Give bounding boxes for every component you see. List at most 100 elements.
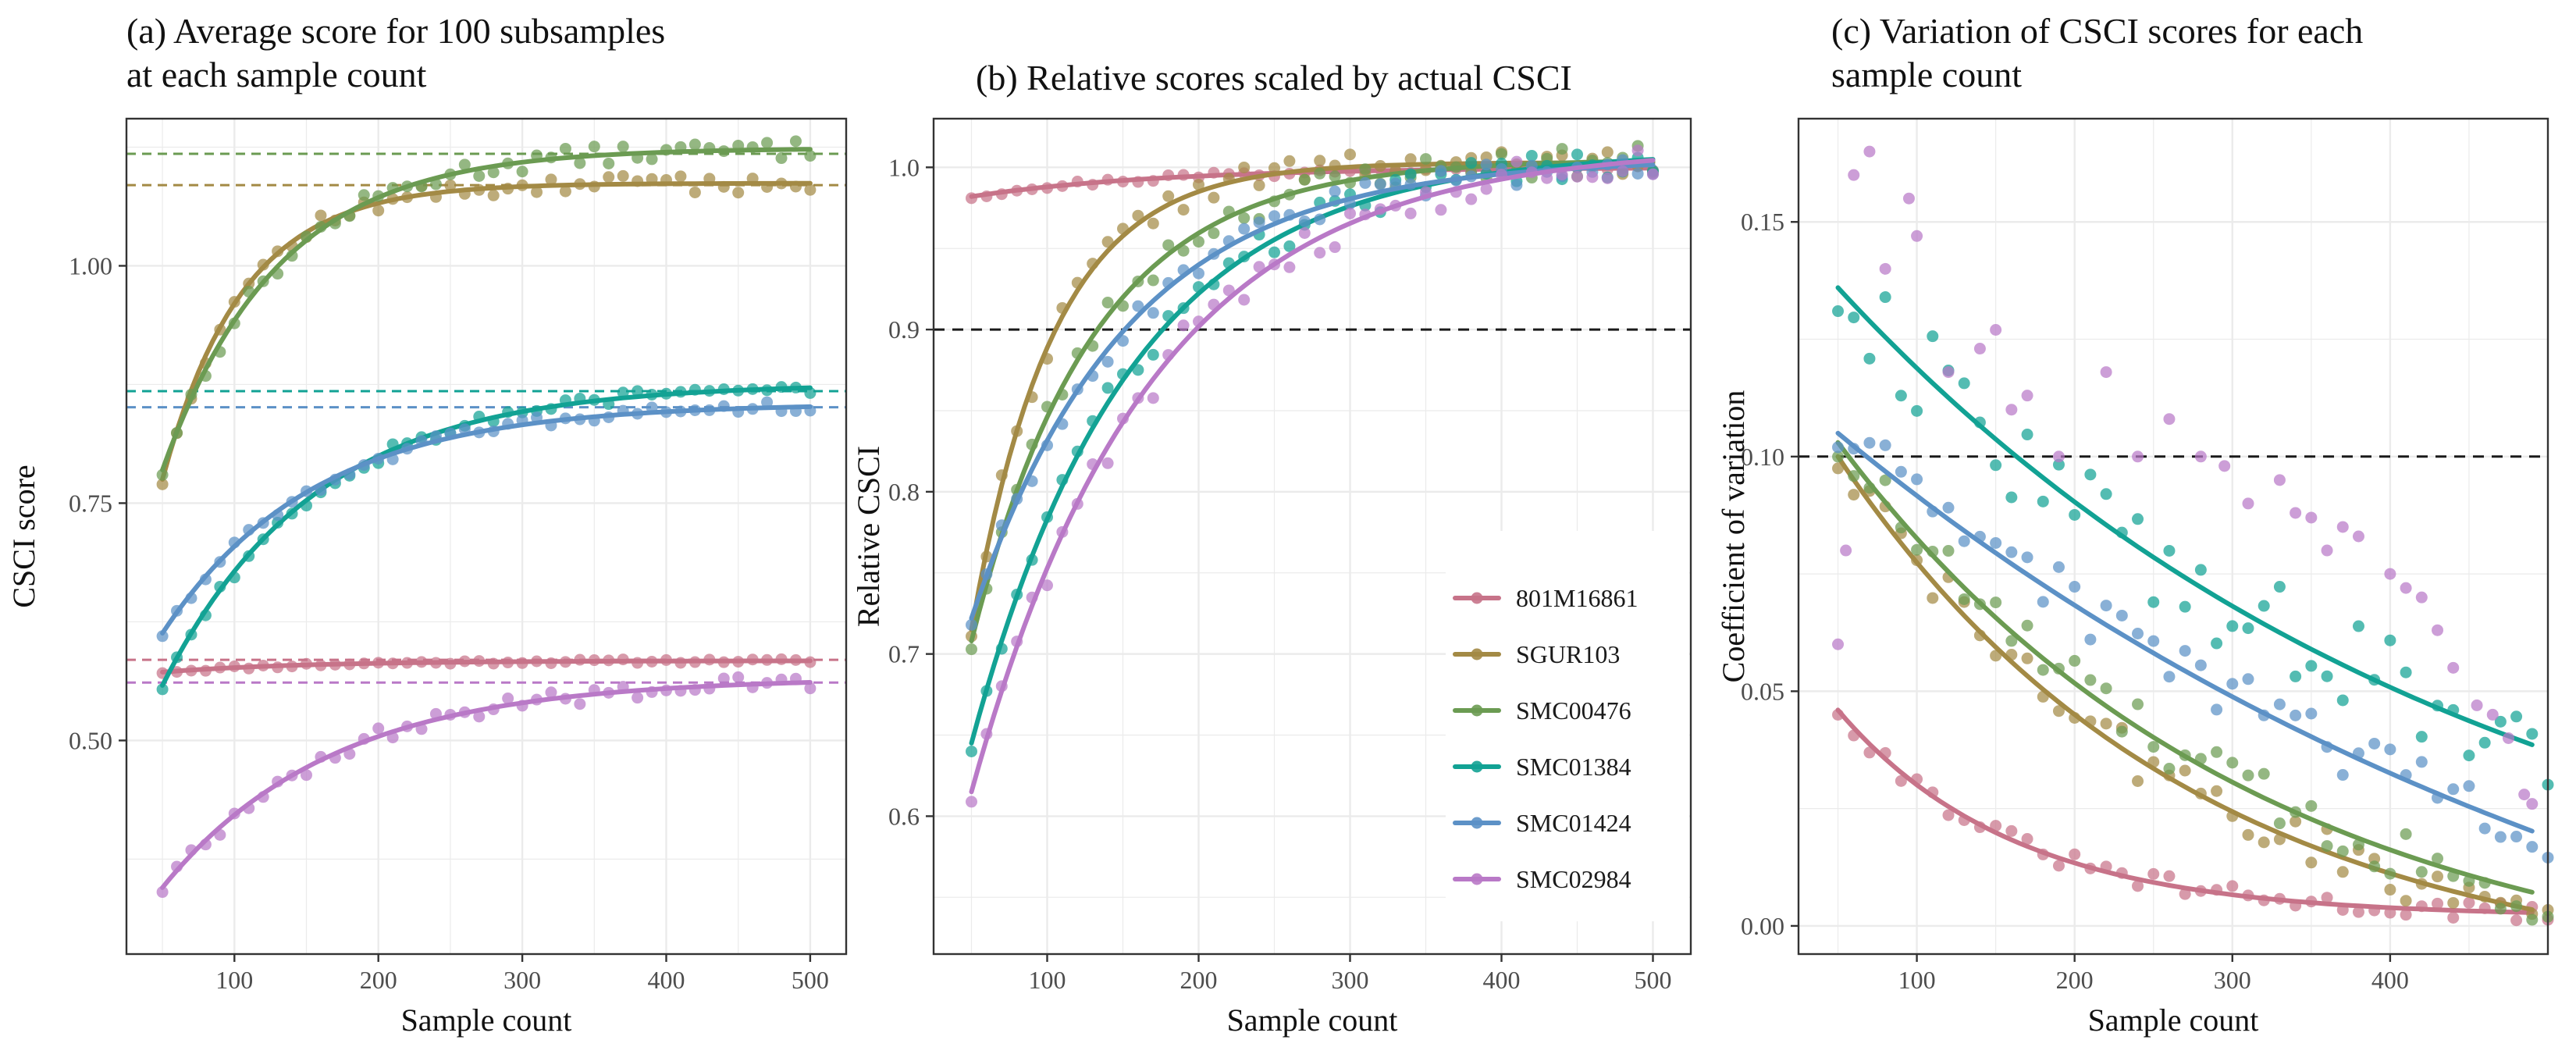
panel-a-point-sgur103 xyxy=(372,205,385,217)
panel-a-title-line2: at each sample count xyxy=(126,55,427,94)
panel-c-point-sgur103 xyxy=(2021,652,2033,664)
panel-c-point-smc02984 xyxy=(2502,732,2514,744)
panel-c-point-sgur103 xyxy=(2179,764,2191,777)
panel-c-point-smc00476 xyxy=(2336,845,2349,857)
panel-a-point-smc00476 xyxy=(487,166,500,179)
panel-c-point-smc01384 xyxy=(2163,544,2176,557)
panel-b-trend-line-smc01384 xyxy=(969,157,1656,746)
panel-b-y-axis-title: Relative CSCI xyxy=(851,446,886,627)
legend-label: SMC01424 xyxy=(1516,809,1631,837)
panel-b-point-smc02984 xyxy=(1283,261,1296,273)
panel-b-point-smc00476 xyxy=(1147,274,1159,287)
panel-c-point-smc01424 xyxy=(2273,698,2286,710)
panel-c-point-801m16861 xyxy=(2510,914,2523,927)
panel-c-point-smc01424 xyxy=(2384,743,2396,756)
panel-a-point-smc00476 xyxy=(617,141,629,153)
panel-c-point-smc01424 xyxy=(2147,635,2160,647)
panel-c-title-line2: sample count xyxy=(1831,55,2022,94)
panel-c-point-smc01424 xyxy=(1832,441,1845,454)
panel-c-point-smc02984 xyxy=(2518,789,2531,801)
panel-b-point-sgur103 xyxy=(1283,155,1296,167)
panel-b-trend-line-smc00476 xyxy=(969,158,1656,643)
panel-c-series-sgur103 xyxy=(1832,454,2554,920)
panel-a-series-smc00476 xyxy=(156,135,817,481)
panel-a-point-smc02984 xyxy=(632,692,644,704)
panel-c-point-smc01384 xyxy=(2147,596,2160,608)
panel-c-point-smc02984 xyxy=(2242,497,2254,510)
panel-a-point-smc00476 xyxy=(789,135,802,148)
panel-a-grid xyxy=(126,119,846,954)
panel-c-point-smc01384 xyxy=(2321,670,2333,682)
panel-c-point-sgur103 xyxy=(2132,774,2144,787)
panel-c-point-smc01424 xyxy=(1990,536,2002,549)
panel-c-point-smc01384 xyxy=(2384,634,2396,646)
panel-c-point-smc00476 xyxy=(2163,763,2176,775)
panel-c-point-smc02984 xyxy=(1902,192,1915,205)
panel-c-title: (c) Variation of CSCI scores for each sa… xyxy=(1831,9,2363,97)
panel-b-point-smc01424 xyxy=(1359,176,1372,189)
panel-c-point-smc01384 xyxy=(2526,728,2539,740)
panel-c-series-smc01424 xyxy=(1832,430,2554,863)
panel-a-x-tick-label: 300 xyxy=(503,966,541,994)
panel-c-point-smc00476 xyxy=(2368,860,2381,873)
panel-b-point-smc02984 xyxy=(966,796,977,808)
panel-c-point-smc01424 xyxy=(2100,600,2112,612)
panel-b-point-smc02984 xyxy=(1586,171,1599,183)
panel-c-point-smc02984 xyxy=(2194,450,2207,463)
panel-b-point-smc01424 xyxy=(1510,179,1523,191)
panel-c-point-smc01424 xyxy=(2226,678,2239,690)
panel-b-point-smc00476 xyxy=(966,643,977,656)
panel-c-point-smc01424 xyxy=(2069,581,2081,593)
panel-c-point-smc01424 xyxy=(2415,756,2428,768)
panel-c-point-smc01384 xyxy=(2226,620,2239,632)
panel-c-point-smc01424 xyxy=(2478,822,2491,835)
legend-label: SMC02984 xyxy=(1516,865,1631,893)
panel-b-point-sgur103 xyxy=(1268,162,1280,174)
panel-c-point-smc01424 xyxy=(2211,703,2223,716)
panel-b-point-smc02984 xyxy=(1571,170,1583,183)
panel-c-point-smc00476 xyxy=(2415,866,2428,878)
panel-c-point-smc00476 xyxy=(2526,913,2539,926)
panel-c-point-801m16861 xyxy=(2321,892,2333,904)
panel-a-point-smc00476 xyxy=(588,141,600,153)
panel-c-y-tick-label: 0.05 xyxy=(1741,677,1784,705)
panel-c-point-sgur103 xyxy=(2384,884,2396,896)
panel-c-point-smc01384 xyxy=(2179,600,2191,613)
panel-b-point-smc01424 xyxy=(1314,213,1326,226)
panel-c-point-sgur103 xyxy=(2052,705,2065,718)
panel-b-point-smc01424 xyxy=(1253,216,1265,229)
panel-a-trend-line-801m16861 xyxy=(160,658,813,675)
panel-c-point-smc01424 xyxy=(1942,501,1955,514)
panel-b-trend-line-smc02984 xyxy=(969,158,1656,795)
legend-point-swatch xyxy=(1471,817,1483,829)
panel-b-series-smc02984 xyxy=(966,144,1659,808)
panel-b-point-smc00476 xyxy=(1101,297,1114,309)
panel-b-point-smc02984 xyxy=(1329,241,1341,254)
panel-a-title-line1: (a) Average score for 100 subsamples xyxy=(126,11,666,51)
panel-c-point-smc01424 xyxy=(2163,671,2176,683)
panel-c-point-smc01424 xyxy=(2005,546,2018,558)
panel-c-series-smc00476 xyxy=(1832,440,2554,926)
panel-c-point-smc02984 xyxy=(2021,390,2033,402)
panel-b-border xyxy=(932,117,1692,956)
panel-a-point-smc00476 xyxy=(458,158,471,171)
panel-c-point-801m16861 xyxy=(2447,911,2460,924)
panel-c-point-smc00476 xyxy=(2211,746,2223,758)
panel-c-point-smc02984 xyxy=(2526,798,2539,810)
panel-c-point-smc00476 xyxy=(2037,664,2049,676)
panel-a-trend-line-smc00476 xyxy=(160,147,813,472)
panel-b-point-smc00476 xyxy=(1193,236,1204,248)
panel-b-point-smc00476 xyxy=(1329,170,1341,183)
panel-b-point-smc02984 xyxy=(1404,207,1417,219)
panel-c-plot: 100 200 300 400 0.00 0.05 0.10 0.15 Sample count… xyxy=(1716,117,2554,1038)
panel-a-point-smc02984 xyxy=(301,769,312,782)
panel-a-y-axis-title: CSCI score xyxy=(6,465,41,607)
panel-c-y-tick-label: 0.00 xyxy=(1741,912,1784,940)
panel-b-y-tick-label: 1.0 xyxy=(888,153,920,181)
panel-a-point-sgur103 xyxy=(545,173,557,186)
panel-c-point-smc02984 xyxy=(2336,521,2349,533)
panel-c-point-smc01384 xyxy=(2352,620,2364,632)
panel-c-trend-line-smc01384 xyxy=(1835,285,2535,747)
panel-a-point-sgur103 xyxy=(444,179,457,191)
panel-a-y-tick-label: 0.75 xyxy=(69,489,112,517)
